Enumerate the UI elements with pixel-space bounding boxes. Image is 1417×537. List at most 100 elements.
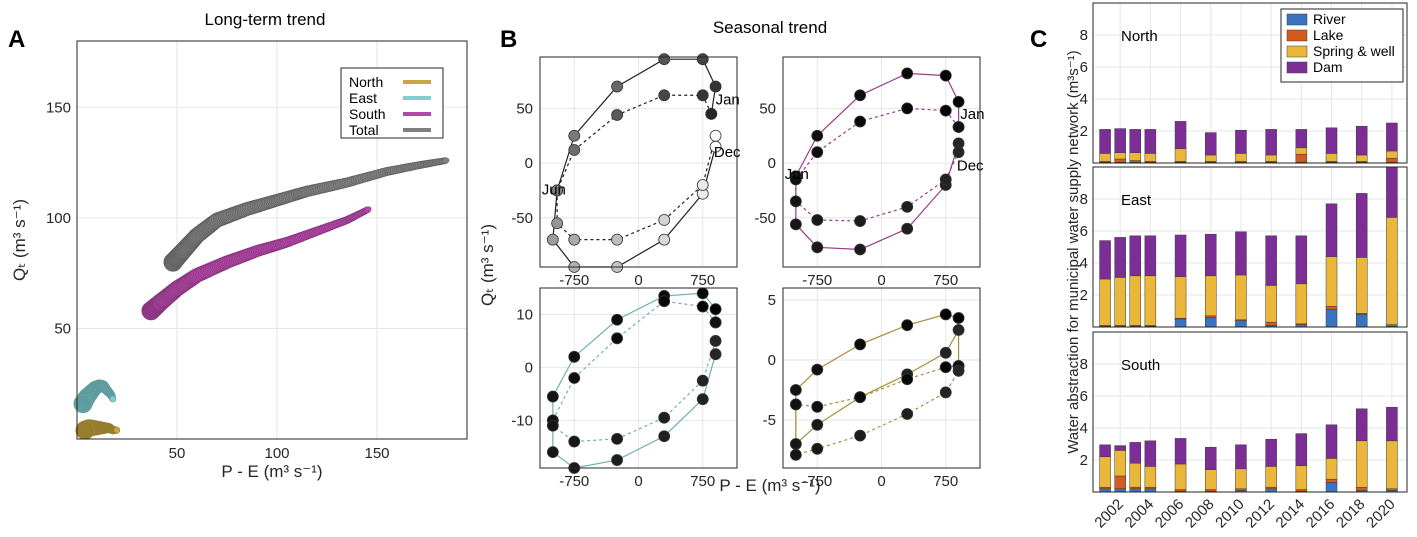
panel-c-bar-segment <box>1355 486 1368 491</box>
panel-c-bar-segment <box>1265 154 1277 162</box>
panel-c-bar-segment <box>1129 129 1142 153</box>
panel-c-region-label: South <box>1121 357 1160 374</box>
panel-b-solid-point <box>789 218 802 231</box>
panel-c-bar-segment <box>1174 234 1187 277</box>
panel-b-dashed-point <box>696 300 709 313</box>
panel-b-dashed-point <box>568 435 581 448</box>
panel-a-point <box>114 427 120 433</box>
panel-c-ytick: 8 <box>1080 27 1088 44</box>
panel-a-xlabel: P - E (m³ s⁻¹) <box>221 462 322 481</box>
panel-c-bar-segment <box>1295 283 1308 325</box>
panel-b-solid-point <box>811 363 824 376</box>
panel-c-frame <box>1092 166 1408 328</box>
panel-b-xtick: 750 <box>933 473 958 490</box>
panel-b-frame <box>782 56 981 268</box>
panel-a-start-marker <box>73 394 93 414</box>
panel-c-bar-segment <box>1174 318 1187 328</box>
panel-b-solid-point <box>658 430 671 443</box>
panel-b-solid-point <box>811 418 824 431</box>
panel-c-bar-segment <box>1235 274 1247 321</box>
panel-b-xtick: 750 <box>690 473 715 490</box>
panel-b-dashed-point <box>854 215 866 227</box>
panel-c-bar-segment <box>1144 153 1157 162</box>
panel-b-dashed-point <box>789 173 802 186</box>
panel-b-xtick: 750 <box>690 272 715 289</box>
panel-b-dashed-point <box>901 408 914 420</box>
panel-b-dashed-point <box>611 233 623 246</box>
panel-b-xlabel: P - E (m³ s⁻¹) <box>719 476 820 495</box>
panel-c-xtick: 2004 <box>1122 496 1158 532</box>
panel-c-ytick: 8 <box>1080 191 1088 208</box>
panel-b-solid-point <box>901 222 914 235</box>
panel-a-start-marker <box>163 252 183 272</box>
panel-c-bar-segment <box>1099 456 1111 488</box>
panel-b-solid-point <box>658 233 671 246</box>
panel-c-bar-segment <box>1144 235 1157 277</box>
panel-c-ytick: 6 <box>1080 388 1088 405</box>
panel-c-bar-segment <box>1114 152 1126 160</box>
panel-b-dashed-point <box>546 419 559 432</box>
panel-c-bar-segment <box>1295 433 1308 466</box>
panel-b-dashed-point <box>811 146 824 159</box>
panel-b-dashed-point <box>611 109 623 121</box>
panel-c-ylabel: Water abstraction for municipal water su… <box>1065 50 1082 453</box>
panel-c-legend-swatch <box>1286 61 1308 74</box>
panel-c-xtick: 2020 <box>1363 496 1399 532</box>
panel-c-bar-segment <box>1114 445 1126 451</box>
panel-b-solid-point <box>611 80 623 93</box>
panel-c-bar-segment <box>1174 463 1187 490</box>
panel-b-dashed-point <box>709 316 722 329</box>
panel-b-subplot-north: -750 0 750 -5 0 5 <box>763 287 981 490</box>
panel-b-ytick: 0 <box>525 359 533 376</box>
panel-b-dashed-point <box>952 364 965 377</box>
panel-b-xtick: -750 <box>559 473 589 490</box>
panel-c-bar-segment <box>1205 317 1217 328</box>
panel-b-xtick: -750 <box>802 272 832 289</box>
panel-c-bar-segment <box>1325 153 1338 162</box>
panel-c-frame <box>1092 2 1408 164</box>
panel-c-bar-segment <box>1386 406 1398 442</box>
panel-b-dashed-point <box>789 195 802 208</box>
panel-b-ytick: 0 <box>768 155 776 172</box>
panel-a-series-east <box>73 379 117 414</box>
panel-b-annotation: Jun <box>785 166 809 183</box>
panel-b-solid-point <box>546 446 559 459</box>
panel-b-dashed-point <box>901 373 914 386</box>
panel-c-ytick: 4 <box>1080 91 1088 108</box>
panel-c-legend-label: Dam <box>1313 59 1343 75</box>
panel-b-frame <box>782 287 981 469</box>
panel-c-bar-segment <box>1386 122 1398 152</box>
panel-a-ytick: 50 <box>54 320 71 337</box>
panel-b-dashed-line <box>795 107 960 222</box>
panel-c-legend-swatch <box>1286 13 1308 26</box>
panel-b-dashed-point <box>658 89 671 102</box>
panel-b-dashed-point <box>551 217 564 230</box>
panel-c-bar-segment <box>1129 275 1142 326</box>
panel-c-legend-label: River <box>1313 11 1346 27</box>
panel-c-bar-segment <box>1114 158 1126 163</box>
panel-b-solid-point <box>696 53 709 66</box>
panel-c-bar-segment <box>1325 458 1338 480</box>
panel-c-bar-segment <box>1386 150 1398 159</box>
panel-b-solid-point <box>952 95 965 108</box>
panel-c-ytick: 2 <box>1080 452 1088 469</box>
panel-b-solid-point <box>901 67 914 80</box>
panel-c-bar-segment <box>1386 157 1398 163</box>
panel-c-bar-segment <box>1355 154 1368 162</box>
panel-c-xtick: 2018 <box>1333 496 1369 532</box>
panel-b-dashed-point <box>611 432 623 445</box>
panel-b-xtick: 0 <box>634 272 642 289</box>
panel-c-ytick: 2 <box>1080 123 1088 140</box>
panel-c-bar-segment <box>1205 154 1217 162</box>
panel-a: A Long-term trend 50 100 150 50 100 150 P - E… <box>8 10 468 481</box>
panel-c-bar-segment <box>1295 465 1308 490</box>
panel-b-dashed-point <box>789 398 802 411</box>
panel-b-dashed-point <box>854 115 866 128</box>
panel-b-subplot-total: -750 0 750 -50 0 50 Jan Dec Jun <box>511 53 741 289</box>
panel-a-legend-box <box>340 67 444 139</box>
panel-c-bar-segment <box>1325 424 1338 459</box>
panel-c-ytick: 8 <box>1080 356 1088 373</box>
